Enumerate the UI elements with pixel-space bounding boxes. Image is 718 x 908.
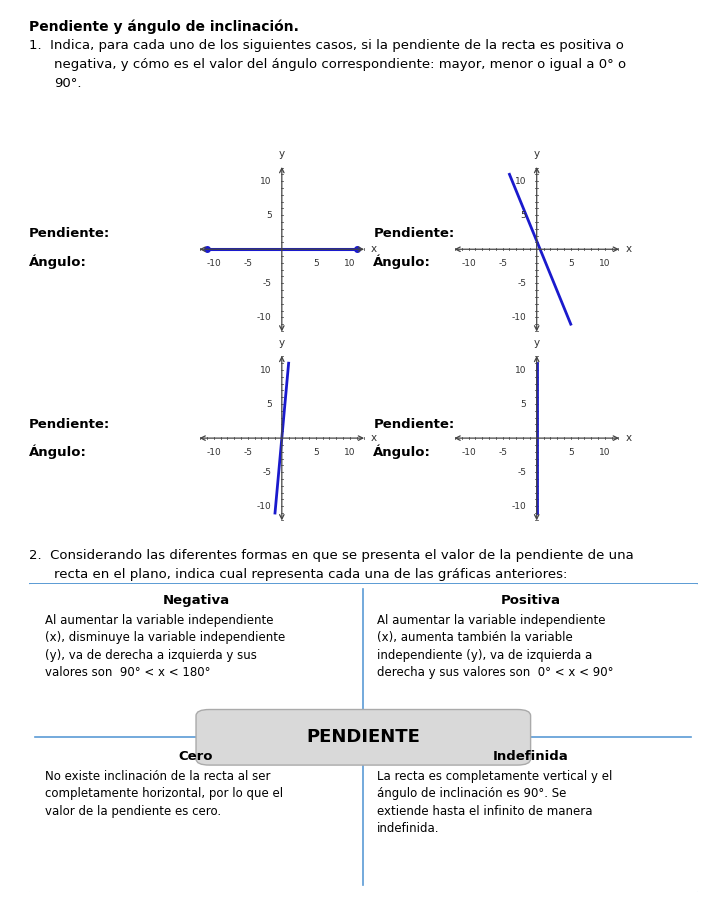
- Text: Pendiente:: Pendiente:: [29, 418, 110, 430]
- Text: -10: -10: [206, 260, 221, 269]
- Text: x: x: [625, 433, 631, 443]
- Text: 5: 5: [266, 211, 271, 220]
- Text: 10: 10: [599, 260, 610, 269]
- Text: x: x: [370, 244, 376, 254]
- Text: 90°.: 90°.: [54, 77, 81, 90]
- Text: Ángulo:: Ángulo:: [29, 254, 87, 269]
- Text: -5: -5: [243, 449, 252, 458]
- Text: -5: -5: [518, 279, 526, 288]
- Text: 10: 10: [344, 449, 355, 458]
- Text: negativa, y cómo es el valor del ángulo correspondiente: mayor, menor o igual a : negativa, y cómo es el valor del ángulo …: [54, 58, 626, 71]
- Text: Positiva: Positiva: [500, 594, 561, 607]
- Text: Pendiente y ángulo de inclinación.: Pendiente y ángulo de inclinación.: [29, 20, 299, 35]
- Text: -5: -5: [498, 449, 507, 458]
- Text: 5: 5: [521, 400, 526, 409]
- Text: La recta es completamente vertical y el
ángulo de inclinación es 90°. Se
extiend: La recta es completamente vertical y el …: [377, 770, 612, 835]
- Text: Pendiente:: Pendiente:: [373, 227, 454, 240]
- Text: -10: -10: [257, 502, 271, 510]
- Text: -5: -5: [243, 260, 252, 269]
- Text: Al aumentar la variable independiente
(x), aumenta también la variable
independi: Al aumentar la variable independiente (x…: [377, 614, 613, 679]
- Text: 5: 5: [313, 449, 319, 458]
- Text: 10: 10: [260, 177, 271, 185]
- Text: y: y: [533, 149, 540, 160]
- Text: Pendiente:: Pendiente:: [373, 418, 454, 430]
- Text: -5: -5: [518, 468, 526, 477]
- Text: 5: 5: [313, 260, 319, 269]
- FancyBboxPatch shape: [196, 709, 531, 765]
- FancyBboxPatch shape: [22, 583, 704, 893]
- Text: Negativa: Negativa: [162, 594, 230, 607]
- Text: Cero: Cero: [179, 750, 213, 763]
- Text: x: x: [625, 244, 631, 254]
- Text: 10: 10: [599, 449, 610, 458]
- Text: 5: 5: [266, 400, 271, 409]
- Text: 5: 5: [568, 449, 574, 458]
- Text: Ángulo:: Ángulo:: [373, 445, 432, 459]
- Text: -5: -5: [498, 260, 507, 269]
- Text: -10: -10: [461, 260, 476, 269]
- Text: 10: 10: [260, 366, 271, 374]
- Text: Al aumentar la variable independiente
(x), disminuye la variable independiente
(: Al aumentar la variable independiente (x…: [45, 614, 286, 679]
- Text: y: y: [279, 338, 285, 349]
- Text: recta en el plano, indica cual representa cada una de las gráficas anteriores:: recta en el plano, indica cual represent…: [54, 568, 567, 581]
- Text: 1.  Indica, para cada uno de los siguientes casos, si la pendiente de la recta e: 1. Indica, para cada uno de los siguient…: [29, 39, 624, 52]
- Text: -10: -10: [461, 449, 476, 458]
- Text: -5: -5: [263, 468, 271, 477]
- Text: PENDIENTE: PENDIENTE: [307, 728, 420, 746]
- Text: -10: -10: [206, 449, 221, 458]
- Text: 10: 10: [515, 366, 526, 374]
- Text: y: y: [533, 338, 540, 349]
- Text: 2.  Considerando las diferentes formas en que se presenta el valor de la pendien: 2. Considerando las diferentes formas en…: [29, 549, 633, 562]
- Text: -10: -10: [512, 502, 526, 510]
- Text: 10: 10: [344, 260, 355, 269]
- Text: y: y: [279, 149, 285, 160]
- Text: Ángulo:: Ángulo:: [29, 445, 87, 459]
- Text: Pendiente:: Pendiente:: [29, 227, 110, 240]
- Text: -10: -10: [512, 313, 526, 321]
- Text: No existe inclinación de la recta al ser
completamente horizontal, por lo que el: No existe inclinación de la recta al ser…: [45, 770, 284, 818]
- Text: Indefinida: Indefinida: [493, 750, 569, 763]
- Text: 5: 5: [568, 260, 574, 269]
- Text: 5: 5: [521, 211, 526, 220]
- Text: -5: -5: [263, 279, 271, 288]
- Text: Ángulo:: Ángulo:: [373, 254, 432, 269]
- Text: -10: -10: [257, 313, 271, 321]
- Text: x: x: [370, 433, 376, 443]
- Text: 10: 10: [515, 177, 526, 185]
